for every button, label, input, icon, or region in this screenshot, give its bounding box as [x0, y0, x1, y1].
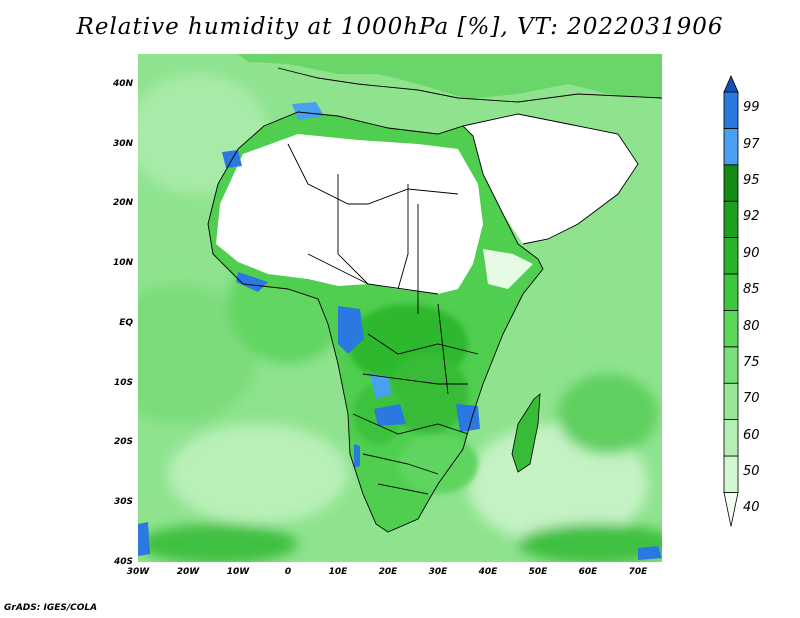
- colorbar-label: 97: [743, 137, 760, 152]
- lat-label: 20N: [112, 198, 133, 208]
- lat-label: EQ: [119, 318, 133, 328]
- colorbar-box: [723, 91, 739, 129]
- colorbar-label: 80: [743, 319, 760, 334]
- sahara-dry-region: [216, 134, 483, 294]
- lon-label: 20E: [378, 567, 398, 577]
- colorbar: [723, 75, 739, 527]
- lon-label: 50E: [528, 567, 548, 577]
- lat-label: 40N: [112, 79, 133, 89]
- colorbar-box: [723, 419, 739, 457]
- colorbar-bottom-arrow: [723, 491, 739, 527]
- colorbar-label: 85: [743, 282, 760, 297]
- lon-label: 30E: [428, 567, 448, 577]
- colorbar-box: [723, 346, 739, 384]
- lon-label: 0: [284, 567, 292, 577]
- madagascar: [511, 393, 541, 473]
- lon-label: 10E: [328, 567, 348, 577]
- lat-label: 10S: [113, 378, 133, 388]
- grads-credit: GrADS: IGES/COLA: [4, 603, 98, 613]
- lat-label: 30S: [113, 497, 133, 507]
- colorbar-top-arrow: [723, 75, 739, 93]
- colorbar-label: 70: [743, 391, 760, 406]
- lat-label: 40S: [113, 557, 133, 567]
- colorbar-box: [723, 164, 739, 202]
- lon-label: 70E: [628, 567, 648, 577]
- colorbar-label: 92: [743, 209, 760, 224]
- colorbar-box: [723, 128, 739, 166]
- colorbar-box: [723, 309, 739, 348]
- colorbar-label: 60: [743, 428, 760, 443]
- colorbar-label: 40: [743, 500, 760, 515]
- lat-label: 10N: [112, 258, 133, 268]
- lat-label: 20S: [113, 437, 133, 447]
- map-canvas: [138, 54, 662, 562]
- coastlines-and-borders: [207, 67, 662, 533]
- lon-label: 30W: [126, 567, 150, 577]
- colorbar-box: [723, 200, 739, 238]
- saturated-patches: [138, 102, 662, 560]
- horn-dry-region: [483, 249, 533, 289]
- lon-label: 10W: [226, 567, 250, 577]
- colorbar-box: [723, 382, 739, 421]
- colorbar-box: [723, 273, 739, 311]
- colorbar-box: [723, 455, 739, 493]
- humidity-map: [138, 54, 662, 562]
- colorbar-box: [723, 237, 739, 275]
- colorbar-label: 50: [743, 464, 760, 479]
- colorbar-label: 99: [743, 100, 760, 115]
- map-title: Relative humidity at 1000hPa [%], VT: 20…: [76, 14, 724, 40]
- lon-label: 40E: [478, 567, 498, 577]
- lon-label: 20W: [176, 567, 200, 577]
- europe-landmass: [238, 54, 662, 99]
- colorbar-label: 95: [743, 173, 760, 188]
- colorbar-segments: [723, 75, 739, 527]
- colorbar-label: 90: [743, 246, 760, 261]
- lat-label: 30N: [112, 139, 133, 149]
- central-africa-moist-zone: [348, 304, 478, 494]
- colorbar-label: 75: [743, 355, 760, 370]
- lon-label: 60E: [578, 567, 598, 577]
